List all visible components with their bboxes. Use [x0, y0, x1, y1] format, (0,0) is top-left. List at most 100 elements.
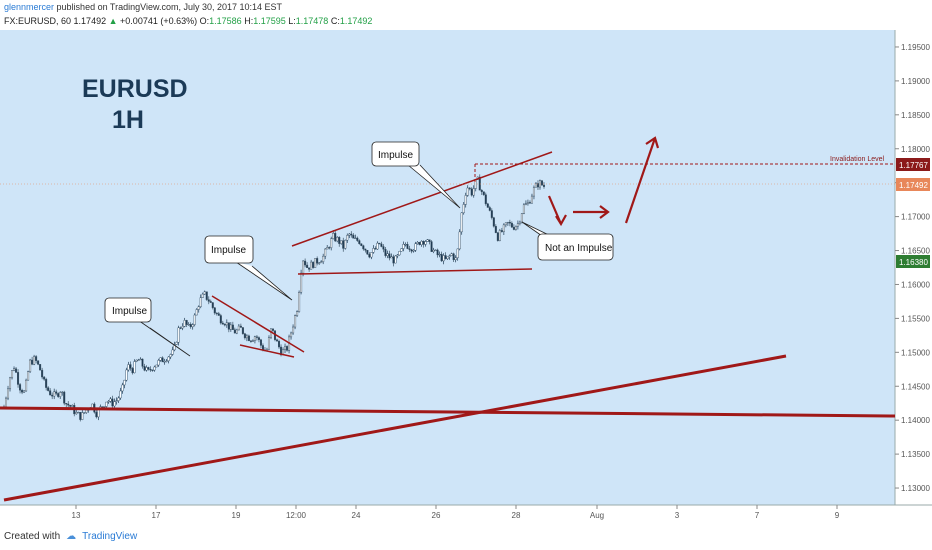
candle-body [23, 390, 26, 393]
candle-body [340, 240, 343, 244]
candle-body [111, 398, 114, 407]
callout-box [537, 233, 614, 261]
candle-body [11, 370, 14, 379]
candle-body [117, 397, 120, 401]
candle-body [300, 272, 303, 293]
footer: Created with ☁ TradingView [4, 531, 137, 542]
callout-impulse-2[interactable]: Impulse [204, 235, 293, 301]
candle-body [215, 312, 218, 315]
candle-body [259, 339, 262, 346]
tradingview-logo-icon[interactable]: ☁ [66, 531, 77, 542]
callout-text: Impulse [378, 150, 413, 161]
candle-body [458, 231, 461, 250]
candle-body [404, 244, 407, 246]
candle-body [69, 405, 72, 407]
candle-body [418, 242, 421, 245]
candle-body [101, 406, 104, 408]
candle-body [185, 320, 188, 325]
callout-impulse-1[interactable]: Impulse [104, 297, 191, 357]
candle-body [227, 322, 230, 330]
candle-body [127, 364, 130, 371]
candle-body [380, 243, 383, 247]
candle-body [360, 243, 363, 246]
candle-body [510, 222, 513, 228]
wedge-upper-line [211, 295, 305, 353]
change-up-icon: ▲ [108, 16, 118, 26]
tradingview-brand[interactable]: TradingView [82, 531, 138, 542]
candle-body [344, 239, 347, 249]
candle-body [332, 233, 335, 239]
candle-body [438, 253, 441, 256]
author-link[interactable]: glennmercer [4, 2, 55, 12]
candle-body [368, 253, 371, 258]
candle-body [534, 183, 537, 188]
last-price-text: 1.17492 [899, 181, 928, 190]
candle-body [53, 391, 56, 397]
x-tick-label: 17 [152, 511, 161, 520]
candle-body [119, 390, 122, 399]
callout-not-impulse[interactable]: Not an Impulse [521, 221, 614, 261]
wedge-lower-line [239, 344, 295, 358]
candle-body [498, 230, 501, 241]
candle-body [488, 207, 491, 211]
x-tick-label: 12:00 [286, 511, 307, 520]
candle-body [496, 232, 499, 241]
candle-body [490, 210, 493, 218]
candle-body [532, 187, 535, 197]
candle-body [107, 401, 110, 403]
y-tick-label: 1.15000 [901, 348, 930, 357]
candle-body [223, 324, 226, 326]
candle-body [462, 204, 465, 214]
invalidation-price-text: 1.17767 [899, 161, 928, 170]
candle-body [163, 361, 166, 363]
candle-body [33, 356, 36, 365]
candle-body [271, 328, 274, 331]
candle-body [432, 249, 435, 252]
candle-body [167, 356, 170, 362]
candle-body [536, 183, 539, 188]
y-tick-label: 1.16000 [901, 280, 930, 289]
candle-body [183, 320, 186, 327]
candle-body [416, 242, 419, 244]
candle-body [145, 367, 148, 371]
callout-impulse-3[interactable]: Impulse [371, 141, 461, 209]
candle-body [229, 324, 232, 330]
candle-body [522, 204, 525, 214]
candle-body [346, 235, 349, 241]
candle-body [205, 291, 208, 300]
candle-body [358, 240, 361, 245]
price-labels: 1.17767 1.17492 1.16380 [896, 158, 930, 268]
x-tick-label: Aug [590, 511, 604, 520]
candle-body [470, 188, 473, 196]
candle-body [278, 340, 281, 348]
candle-body [296, 311, 299, 316]
candle-body [310, 261, 313, 270]
candle-body [286, 346, 289, 351]
candle-body [342, 240, 345, 249]
price-chart[interactable]: 1.195001.190001.185001.180001.175001.170… [0, 30, 932, 522]
created-with-text: Created with [4, 531, 61, 542]
candle-body [428, 239, 431, 242]
candle-body [322, 255, 325, 262]
candle-body [71, 405, 74, 407]
plot-background [0, 30, 895, 505]
candle-body [402, 244, 405, 249]
candle-body [49, 390, 52, 396]
candle-body [512, 226, 515, 230]
candle-body [406, 244, 409, 249]
candle-body [195, 309, 198, 316]
candle-body [508, 221, 511, 224]
open-label: O: [199, 16, 210, 26]
x-tick-label: 28 [512, 511, 521, 520]
candle-body [308, 267, 311, 270]
candle-body [506, 221, 509, 224]
candle-body [171, 349, 174, 355]
x-tick-label: 7 [755, 511, 760, 520]
candle-body [193, 314, 196, 325]
open-value: 1.17586 [209, 16, 242, 26]
x-tick-label: 19 [232, 511, 241, 520]
candle-body [121, 384, 124, 392]
candle-body [484, 194, 487, 205]
candle-body [51, 394, 54, 397]
candle-body [37, 360, 40, 365]
